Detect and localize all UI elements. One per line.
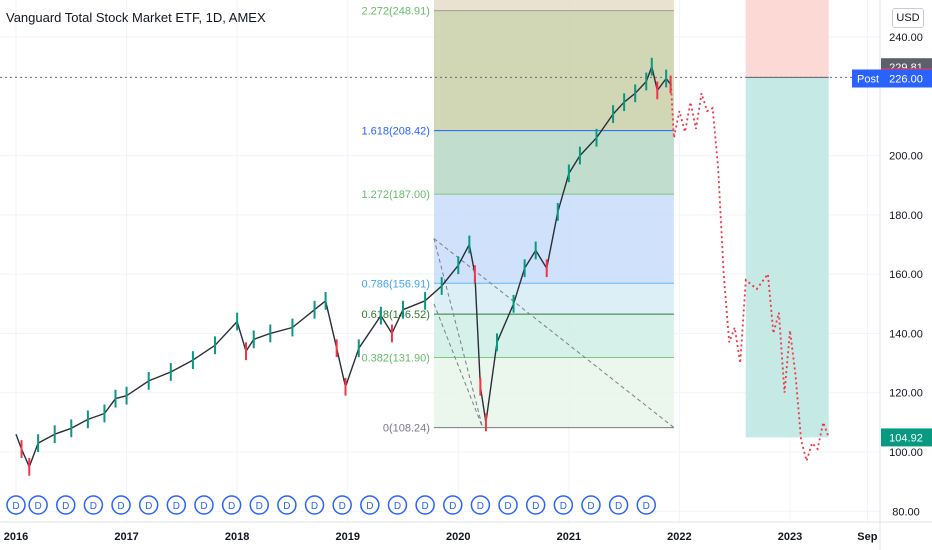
dividend-marker xyxy=(304,495,325,515)
dividend-marker-label: D xyxy=(62,501,69,512)
price-label-bg xyxy=(881,428,932,447)
dividend-marker xyxy=(387,495,408,515)
fib-band xyxy=(433,10,674,131)
dividend-marker-label: D xyxy=(449,501,456,512)
y-tick-label: 180.00 xyxy=(889,210,923,222)
x-tick-label: 2020 xyxy=(446,531,470,543)
dividend-marker-label: D xyxy=(339,501,346,512)
y-tick-label: 160.00 xyxy=(889,269,923,281)
dividend-marker-label: D xyxy=(504,501,511,512)
dividend-marker-label: D xyxy=(228,501,235,512)
fib-trend-line xyxy=(433,303,484,428)
dividend-marker xyxy=(443,495,463,515)
dividend-marker xyxy=(138,495,159,515)
x-tick-label: 2023 xyxy=(778,531,802,543)
x-tick-label: 2022 xyxy=(667,531,691,543)
fib-level-label: 0.786(156.91) xyxy=(361,278,430,290)
dividend-marker xyxy=(636,495,657,515)
y-tick-label: 200.00 xyxy=(889,151,923,163)
currency-badge[interactable]: USD xyxy=(892,8,924,28)
fib-level-label: 1.272(187.00) xyxy=(361,189,430,201)
dividend-marker-label: D xyxy=(12,501,19,512)
price-label: 226.00 xyxy=(889,74,923,86)
fib-level-label: 0.618(146.52) xyxy=(361,309,430,321)
y-tick-label: 80.00 xyxy=(892,506,920,518)
dividend-marker xyxy=(277,495,297,515)
dividend-marker xyxy=(332,495,352,515)
dividend-marker xyxy=(249,495,270,515)
fib-band xyxy=(433,0,674,11)
x-tick-label: 2021 xyxy=(557,531,581,543)
chart-title: Vanguard Total Stock Market ETF, 1D, AME… xyxy=(6,10,266,25)
dividend-marker xyxy=(553,495,574,515)
fib-band xyxy=(433,283,674,315)
dividend-marker xyxy=(221,495,242,515)
dividend-marker xyxy=(360,495,380,515)
dividend-marker-label: D xyxy=(256,501,263,512)
dividend-marker-label: D xyxy=(145,501,152,512)
fib-band xyxy=(433,314,674,358)
dividend-marker xyxy=(28,495,48,515)
dividend-marker-label: D xyxy=(532,501,539,512)
x-tick-label: 2016 xyxy=(4,531,28,543)
dividend-marker xyxy=(470,495,491,515)
price-label-bg xyxy=(852,69,932,88)
fib-trend-line xyxy=(433,238,484,428)
dividend-marker-label: D xyxy=(311,501,318,512)
fib-level-label: 1.618(208.42) xyxy=(361,126,430,138)
dividend-marker xyxy=(608,495,629,515)
x-tick-label: 2017 xyxy=(114,531,138,543)
dividend-marker-label: D xyxy=(615,501,622,512)
dividend-marker xyxy=(166,495,187,515)
dividend-marker xyxy=(194,495,214,515)
dividend-marker xyxy=(525,495,546,515)
dividend-marker-label: D xyxy=(394,501,401,512)
x-tick-label: 2018 xyxy=(225,531,249,543)
fib-level-label: 2.272(248.91) xyxy=(361,6,430,18)
dividend-marker-label: D xyxy=(587,501,594,512)
fib-band xyxy=(433,357,674,428)
dividend-marker-label: D xyxy=(421,501,428,512)
y-tick-label: 140.00 xyxy=(889,328,923,340)
dividend-marker-label: D xyxy=(560,501,567,512)
dividend-marker-label: D xyxy=(643,501,650,512)
x-tick-label: 2019 xyxy=(335,531,359,543)
price-label: 104.92 xyxy=(889,432,923,444)
y-tick-label: 100.00 xyxy=(889,447,923,459)
y-tick-label: 240.00 xyxy=(889,32,923,44)
fib-level-label: 0.382(131.90) xyxy=(361,352,430,364)
dividend-marker-label: D xyxy=(173,501,180,512)
dividend-marker-label: D xyxy=(200,501,207,512)
price-label-tag: Post xyxy=(857,74,879,86)
dividend-marker xyxy=(56,495,76,515)
fib-level-label: 0(108.24) xyxy=(383,423,430,435)
dividend-marker xyxy=(415,495,435,515)
dividend-marker-label: D xyxy=(477,501,484,512)
dividend-marker-label: D xyxy=(283,501,290,512)
dividend-marker xyxy=(581,495,601,515)
y-tick-label: 120.00 xyxy=(889,388,923,400)
dividend-marker-label: D xyxy=(34,501,41,512)
dividend-marker-label: D xyxy=(90,501,97,512)
dividend-marker xyxy=(83,495,104,515)
x-tick-label: Sep xyxy=(857,531,877,543)
position-stop-zone xyxy=(745,0,829,78)
dividend-marker-label: D xyxy=(117,501,124,512)
fib-band xyxy=(433,130,674,195)
dividend-marker xyxy=(111,495,131,515)
position-target-zone xyxy=(745,77,829,438)
dividend-marker xyxy=(6,495,26,515)
dividend-marker-label: D xyxy=(366,501,373,512)
dividend-marker xyxy=(498,495,518,515)
